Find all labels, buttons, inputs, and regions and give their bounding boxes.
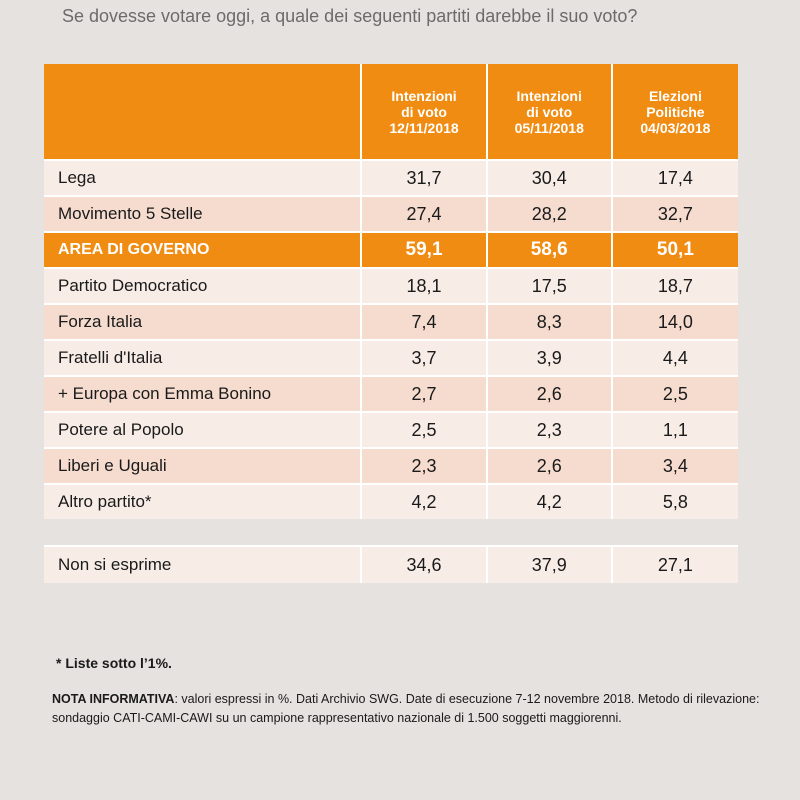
value-cell: 59,1 [362, 231, 488, 267]
value-cell: 31,7 [362, 159, 488, 195]
value-cell: 4,2 [487, 483, 613, 519]
value-cell: 7,4 [362, 303, 488, 339]
table-row-potere-al-popolo: Potere al Popolo 2,5 2,3 1,1 [44, 411, 738, 447]
survey-question: Se dovesse votare oggi, a quale dei segu… [62, 6, 638, 26]
spacer-cell [613, 519, 738, 545]
value-cell: 28,2 [487, 195, 613, 231]
spacer-cell [362, 519, 487, 545]
table-row-lega: Lega 31,7 30,4 17,4 [44, 159, 738, 195]
value-cell: 3,7 [362, 339, 488, 375]
value-cell: 2,3 [487, 411, 613, 447]
note-text: : valori espressi in %. Dati Archivio SW… [52, 692, 760, 725]
footnote: * Liste sotto l’1%. [56, 655, 172, 671]
value-cell: 58,6 [487, 231, 613, 267]
value-cell: 17,4 [612, 159, 738, 195]
table-spacer [44, 519, 738, 545]
value-cell: 3,9 [487, 339, 613, 375]
value-cell: 3,4 [612, 447, 738, 483]
table-row-area-di-governo: AREA DI GOVERNO 59,1 58,6 50,1 [44, 231, 738, 267]
header-line: 05/11/2018 [514, 119, 584, 136]
spacer-cell [488, 519, 613, 545]
value-cell: 14,0 [612, 303, 738, 339]
party-name: Potere al Popolo [44, 411, 363, 447]
poll-table: Intenzioni di voto 12/11/2018 Intenzioni… [44, 64, 738, 583]
party-name: + Europa con Emma Bonino [44, 375, 363, 411]
header-line: 04/03/2018 [640, 119, 711, 136]
header-line: 12/11/2018 [389, 119, 459, 136]
value-cell: 4,2 [362, 483, 488, 519]
value-cell: 27,4 [362, 195, 488, 231]
party-name: AREA DI GOVERNO [44, 231, 363, 267]
party-name: Fratelli d'Italia [44, 339, 363, 375]
header-col-intenzioni-12-11: Intenzioni di voto 12/11/2018 [362, 64, 488, 159]
note-label: NOTA INFORMATIVA [52, 692, 175, 706]
value-cell: 4,4 [612, 339, 738, 375]
value-cell: 2,6 [487, 447, 613, 483]
party-name: Liberi e Uguali [44, 447, 363, 483]
header-party-cell [44, 64, 363, 159]
party-name: Altro partito* [44, 483, 363, 519]
party-name: Movimento 5 Stelle [44, 195, 363, 231]
value-cell: 50,1 [612, 231, 738, 267]
header-line: di voto [401, 103, 447, 120]
value-cell: 27,1 [612, 545, 738, 583]
table-row-liberi-uguali: Liberi e Uguali 2,3 2,6 3,4 [44, 447, 738, 483]
header-line: Intenzioni [516, 87, 582, 104]
value-cell: 18,7 [612, 267, 738, 303]
party-name: Partito Democratico [44, 267, 363, 303]
header-line: Politiche [646, 103, 705, 120]
table-row-pd: Partito Democratico 18,1 17,5 18,7 [44, 267, 738, 303]
value-cell: 17,5 [487, 267, 613, 303]
table-row-forza-italia: Forza Italia 7,4 8,3 14,0 [44, 303, 738, 339]
value-cell: 2,7 [362, 375, 488, 411]
value-cell: 8,3 [487, 303, 613, 339]
value-cell: 1,1 [612, 411, 738, 447]
header-col-intenzioni-05-11: Intenzioni di voto 05/11/2018 [487, 64, 613, 159]
value-cell: 34,6 [362, 545, 488, 583]
value-cell: 37,9 [487, 545, 613, 583]
value-cell: 5,8 [612, 483, 738, 519]
value-cell: 2,5 [362, 411, 488, 447]
value-cell: 32,7 [612, 195, 738, 231]
table-row-fratelli-italia: Fratelli d'Italia 3,7 3,9 4,4 [44, 339, 738, 375]
party-name: Non si esprime [44, 545, 363, 583]
party-name: Lega [44, 159, 363, 195]
value-cell: 30,4 [487, 159, 613, 195]
party-name: Forza Italia [44, 303, 363, 339]
value-cell: 2,3 [362, 447, 488, 483]
value-cell: 18,1 [362, 267, 488, 303]
table-row-non-si-esprime: Non si esprime 34,6 37,9 27,1 [44, 545, 738, 583]
methodology-note: NOTA INFORMATIVA: valori espressi in %. … [52, 690, 772, 728]
table-row-piu-europa: + Europa con Emma Bonino 2,7 2,6 2,5 [44, 375, 738, 411]
header-line: di voto [526, 103, 573, 120]
table-row-altro-partito: Altro partito* 4,2 4,2 5,8 [44, 483, 738, 519]
value-cell: 2,5 [612, 375, 738, 411]
header-line: Intenzioni [391, 87, 457, 104]
table-row-m5s: Movimento 5 Stelle 27,4 28,2 32,7 [44, 195, 738, 231]
header-line: Elezioni [648, 87, 702, 104]
spacer-cell [44, 519, 362, 545]
value-cell: 2,6 [487, 375, 613, 411]
header-col-elezioni-04-03: Elezioni Politiche 04/03/2018 [612, 64, 738, 159]
header-row: Intenzioni di voto 12/11/2018 Intenzioni… [44, 64, 738, 159]
